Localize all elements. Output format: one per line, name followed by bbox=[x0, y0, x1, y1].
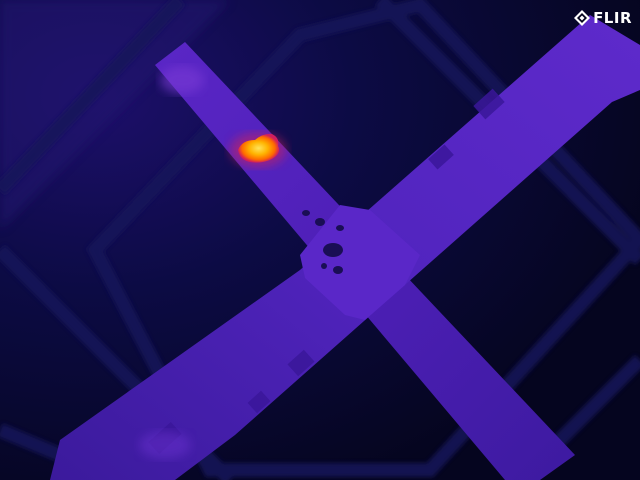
hot-spot bbox=[238, 133, 280, 163]
flir-logo: FLIR bbox=[574, 10, 632, 26]
warm-region-lower bbox=[139, 431, 191, 459]
hub-holes bbox=[302, 210, 344, 274]
frame-hub bbox=[300, 205, 420, 320]
warm-region bbox=[160, 66, 204, 94]
flir-logo-icon bbox=[574, 10, 591, 26]
flir-logo-text: FLIR bbox=[593, 9, 632, 27]
